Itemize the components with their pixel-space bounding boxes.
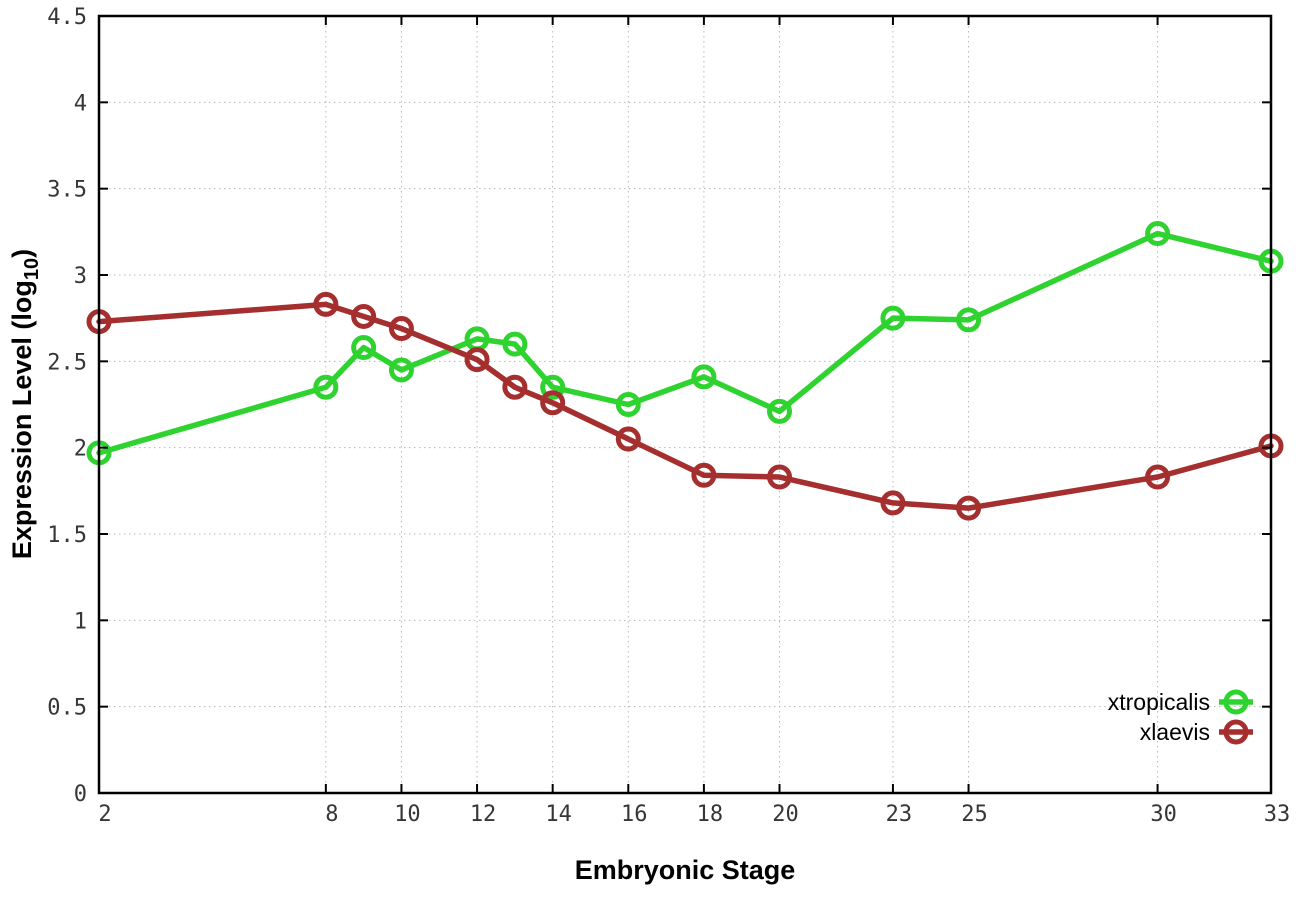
data-point-xtropicalis <box>388 357 414 383</box>
series-layer <box>86 221 1284 521</box>
x-tick-label: 8 <box>325 802 338 827</box>
legend-entry-xtropicalis: xtropicalis <box>1108 689 1253 715</box>
data-point-xlaevis <box>388 316 414 342</box>
x-tick-label: 18 <box>697 802 724 827</box>
data-point-xtropicalis <box>880 305 906 331</box>
data-point-xtropicalis <box>767 398 793 424</box>
y-tick-label: 3.5 <box>47 178 87 203</box>
x-tick-label: 33 <box>1264 802 1291 827</box>
y-tick-label: 4.5 <box>47 5 87 30</box>
data-point-xtropicalis <box>351 335 377 361</box>
x-tick-label: 20 <box>772 802 799 827</box>
data-point-xlaevis <box>615 426 641 452</box>
data-point-xtropicalis <box>313 374 339 400</box>
y-axis-title-suffix: ) <box>7 249 37 258</box>
legend-label: xlaevis <box>1140 719 1210 745</box>
data-point-xtropicalis <box>956 307 982 333</box>
data-point-xtropicalis <box>1145 221 1171 247</box>
legend-marker <box>1223 689 1249 715</box>
series-line-xlaevis <box>96 301 1274 511</box>
x-tick-label: 16 <box>621 802 648 827</box>
data-point-xtropicalis <box>540 374 566 400</box>
x-tick-label: 12 <box>470 802 497 827</box>
data-point-xlaevis <box>767 464 793 490</box>
y-tick-label: 0.5 <box>47 696 87 721</box>
y-tick-label: 2 <box>74 437 87 462</box>
data-point-xlaevis <box>313 291 339 317</box>
x-tick-label: 23 <box>886 802 913 827</box>
legend: xtropicalis xlaevis <box>1108 689 1253 745</box>
y-tick-label: 2.5 <box>47 350 87 375</box>
legend-entry-xlaevis: xlaevis <box>1140 719 1253 745</box>
data-point-xtropicalis <box>502 331 528 357</box>
data-point-xlaevis <box>502 374 528 400</box>
data-point-xlaevis <box>880 490 906 516</box>
data-point-xlaevis <box>956 495 982 521</box>
y-axis-title-subscript: 10 <box>21 258 43 280</box>
x-tick-label: 30 <box>1150 802 1177 827</box>
tick-label-layer: 0 0.5 1 1.5 2 2.5 3 3.5 4 4.5 2 8 10 12 14 16 18 20 23 25 30… <box>47 5 1290 827</box>
x-tick-label: 2 <box>98 802 111 827</box>
data-point-xlaevis <box>540 390 566 416</box>
data-point-xlaevis <box>1145 464 1171 490</box>
data-point-xtropicalis <box>691 364 717 390</box>
legend-label: xtropicalis <box>1108 689 1210 715</box>
y-tick-label: 1 <box>74 609 87 634</box>
series-line-xtropicalis <box>96 230 1274 456</box>
data-point-xlaevis <box>464 347 490 373</box>
data-point-xlaevis <box>691 462 717 488</box>
y-tick-label: 4 <box>74 91 87 116</box>
legend-marker <box>1223 719 1249 745</box>
tick-layer <box>98 15 1272 794</box>
data-point-xtropicalis <box>615 392 641 417</box>
data-point-xlaevis <box>351 303 377 329</box>
y-tick-label: 3 <box>74 264 87 289</box>
y-axis-title-main: Expression Level (log <box>7 280 37 559</box>
grid-layer <box>99 16 1271 793</box>
y-tick-label: 1.5 <box>47 523 87 548</box>
x-tick-label: 25 <box>961 802 988 827</box>
y-axis-title: Expression Level (log10) <box>7 249 43 559</box>
y-tick-label: 0 <box>74 782 87 807</box>
x-tick-label: 10 <box>394 802 421 827</box>
x-axis-title: Embryonic Stage <box>575 855 796 885</box>
plot-border <box>97 14 1273 795</box>
x-tick-label: 14 <box>545 802 572 827</box>
